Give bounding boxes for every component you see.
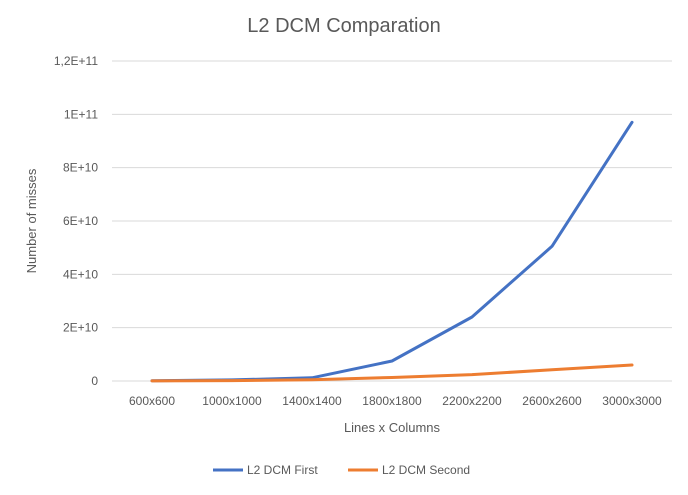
legend-label: L2 DCM First — [247, 463, 318, 477]
x-tick-label: 2200x2200 — [442, 394, 502, 408]
x-tick-label: 600x600 — [129, 394, 175, 408]
legend-label: L2 DCM Second — [382, 463, 470, 477]
x-axis-title: Lines x Columns — [344, 420, 441, 435]
legend: L2 DCM First L2 DCM Second — [213, 463, 470, 477]
series-line-2 — [150, 363, 634, 383]
y-axis-title: Number of misses — [24, 168, 39, 273]
y-tick-label: 2E+10 — [63, 321, 98, 335]
y-tick-label: 8E+10 — [63, 161, 98, 175]
y-tick-label: 6E+10 — [63, 214, 98, 228]
x-tick-label: 1000x1000 — [202, 394, 262, 408]
x-tick-label: 1400x1400 — [282, 394, 342, 408]
series-line-1 — [150, 120, 634, 383]
gridlines — [112, 60, 672, 382]
x-tick-label: 2600x2600 — [522, 394, 582, 408]
y-tick-label: 1E+11 — [64, 107, 98, 121]
x-axis-ticks: 600x600 1000x1000 1400x1400 1800x1800 2200x2… — [129, 394, 662, 408]
x-tick-label: 3000x3000 — [602, 394, 662, 408]
series-lines — [150, 120, 634, 383]
y-axis-ticks: 0 2E+10 4E+10 6E+10 8E+10 1E+11 1,2E+11 — [54, 54, 98, 388]
y-tick-label: 4E+10 — [63, 267, 98, 281]
y-tick-label: 0 — [91, 374, 98, 388]
y-tick-label: 1,2E+11 — [54, 54, 98, 68]
chart-title: L2 DCM Comparation — [247, 15, 440, 37]
x-tick-label: 1800x1800 — [362, 394, 422, 408]
